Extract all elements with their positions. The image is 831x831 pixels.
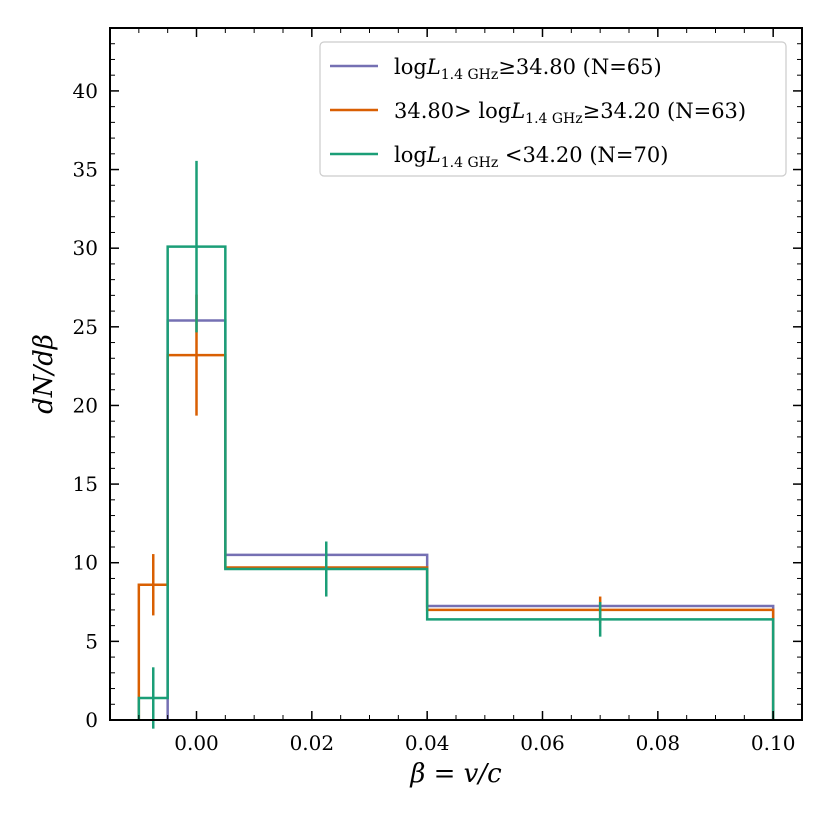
y-tick-label: 40 xyxy=(73,79,98,103)
legend-label-2: 34.80> logL1.4 GHz≥34.20 (N=63) xyxy=(394,99,746,127)
x-axis-label: β = v/c xyxy=(409,759,502,789)
x-tick-label: 0.06 xyxy=(520,731,565,755)
y-tick-label: 30 xyxy=(73,236,98,260)
y-tick-label: 5 xyxy=(85,629,98,653)
x-tick-label: 0.00 xyxy=(174,731,219,755)
plot-area xyxy=(137,160,775,729)
x-tick-label: 0.02 xyxy=(290,731,335,755)
legend-box xyxy=(319,41,787,177)
y-tick-label: 25 xyxy=(73,315,98,339)
legend-label-1: logL1.4 GHz≥34.80 (N=65) xyxy=(394,55,662,83)
x-axis-ticks: 0.00 0.02 0.04 0.06 0.08 0.10 xyxy=(138,28,796,755)
x-tick-label: 0.10 xyxy=(751,731,796,755)
y-axis-ticks: 0 5 10 15 20 25 30 35 40 xyxy=(73,27,802,732)
x-tick-label: 0.04 xyxy=(405,731,450,755)
y-tick-label: 35 xyxy=(73,158,98,182)
plot-frame xyxy=(109,27,803,721)
y-axis-label: dN/dβ xyxy=(29,334,59,414)
legend: logL1.4 GHz≥34.80 (N=65) 34.80> logL1.4 G… xyxy=(319,41,787,177)
y-tick-label: 10 xyxy=(73,551,98,575)
y-tick-label: 15 xyxy=(73,472,98,496)
legend-label-3: logL1.4 GHz <34.20 (N=70) xyxy=(394,143,668,171)
y-tick-label: 0 xyxy=(85,708,98,732)
y-tick-label: 20 xyxy=(73,393,98,417)
x-tick-label: 0.08 xyxy=(636,731,681,755)
